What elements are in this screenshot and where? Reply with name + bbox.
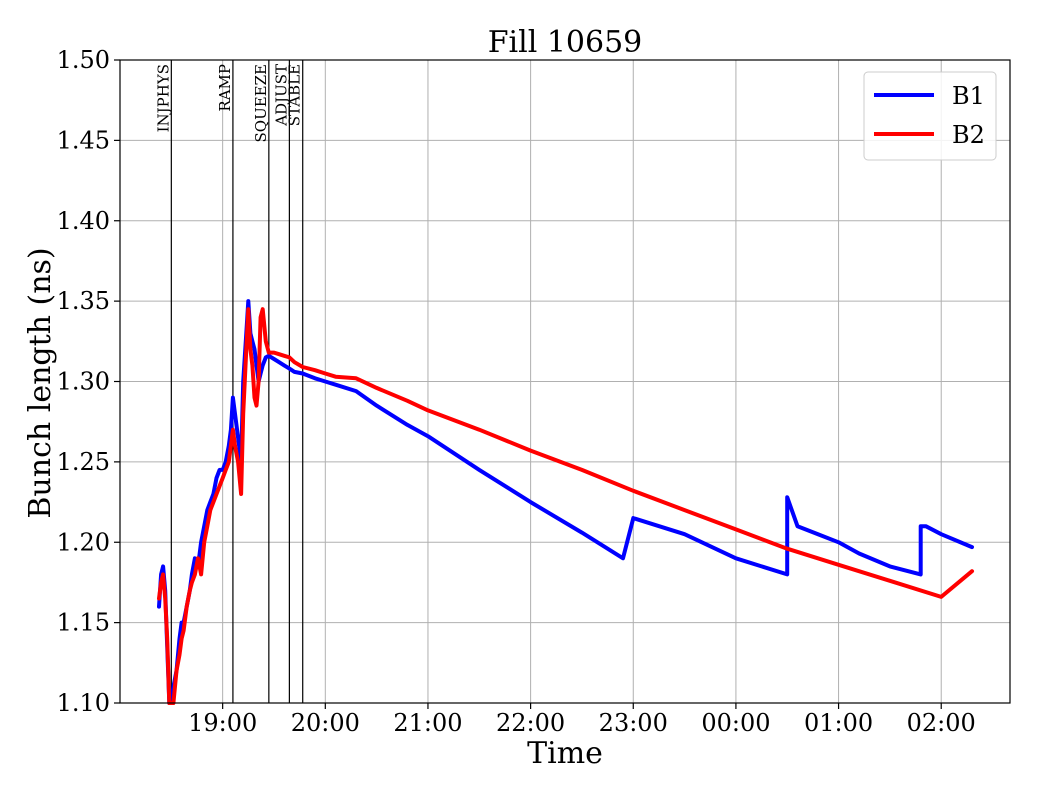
x-tick-label: 19:00 [188,709,257,737]
x-tick-label: 21:00 [393,709,462,737]
x-axis-ticks: 19:00 20:00 21:00 22:00 23:00 00:00 01:00 02:00 [188,703,976,737]
y-tick-label: 1.30 [57,368,110,396]
phase-label-squeeze: SQUEEZE [252,64,270,143]
y-tick-label: 1.50 [57,46,110,74]
x-tick-label: 20:00 [291,709,360,737]
y-tick-label: 1.10 [57,689,110,717]
x-tick-label: 22:00 [496,709,565,737]
chart-title: Fill 10659 [488,25,643,60]
phase-label-adjust: ADJUST [272,64,290,127]
phase-label-injphys: INJPHYS [154,64,172,132]
legend: B1 B2 [863,71,997,161]
legend-label-b1: B1 [952,82,985,110]
x-tick-label: 00:00 [701,709,770,737]
y-axis-label: Bunch length (ns) [23,247,58,518]
x-tick-label: 02:00 [907,709,976,737]
x-axis-label: Time [527,736,603,771]
y-tick-label: 1.40 [57,207,110,235]
series-lines [157,299,974,705]
phase-label-ramp: RAMP [216,64,234,112]
series-line-b1 [157,299,974,705]
y-axis-ticks: 1.10 1.15 1.20 1.25 1.30 1.35 1.40 1.45 1.50 [57,46,120,717]
y-tick-label: 1.45 [57,126,110,154]
x-tick-label: 01:00 [804,709,873,737]
phase-label-stable: STABLE [286,64,304,126]
series-line-b2 [157,307,974,705]
y-tick-label: 1.25 [57,448,110,476]
y-tick-label: 1.35 [57,287,110,315]
y-tick-label: 1.15 [57,609,110,637]
legend-label-b2: B2 [952,121,985,149]
x-tick-label: 23:00 [599,709,668,737]
y-tick-label: 1.20 [57,528,110,556]
